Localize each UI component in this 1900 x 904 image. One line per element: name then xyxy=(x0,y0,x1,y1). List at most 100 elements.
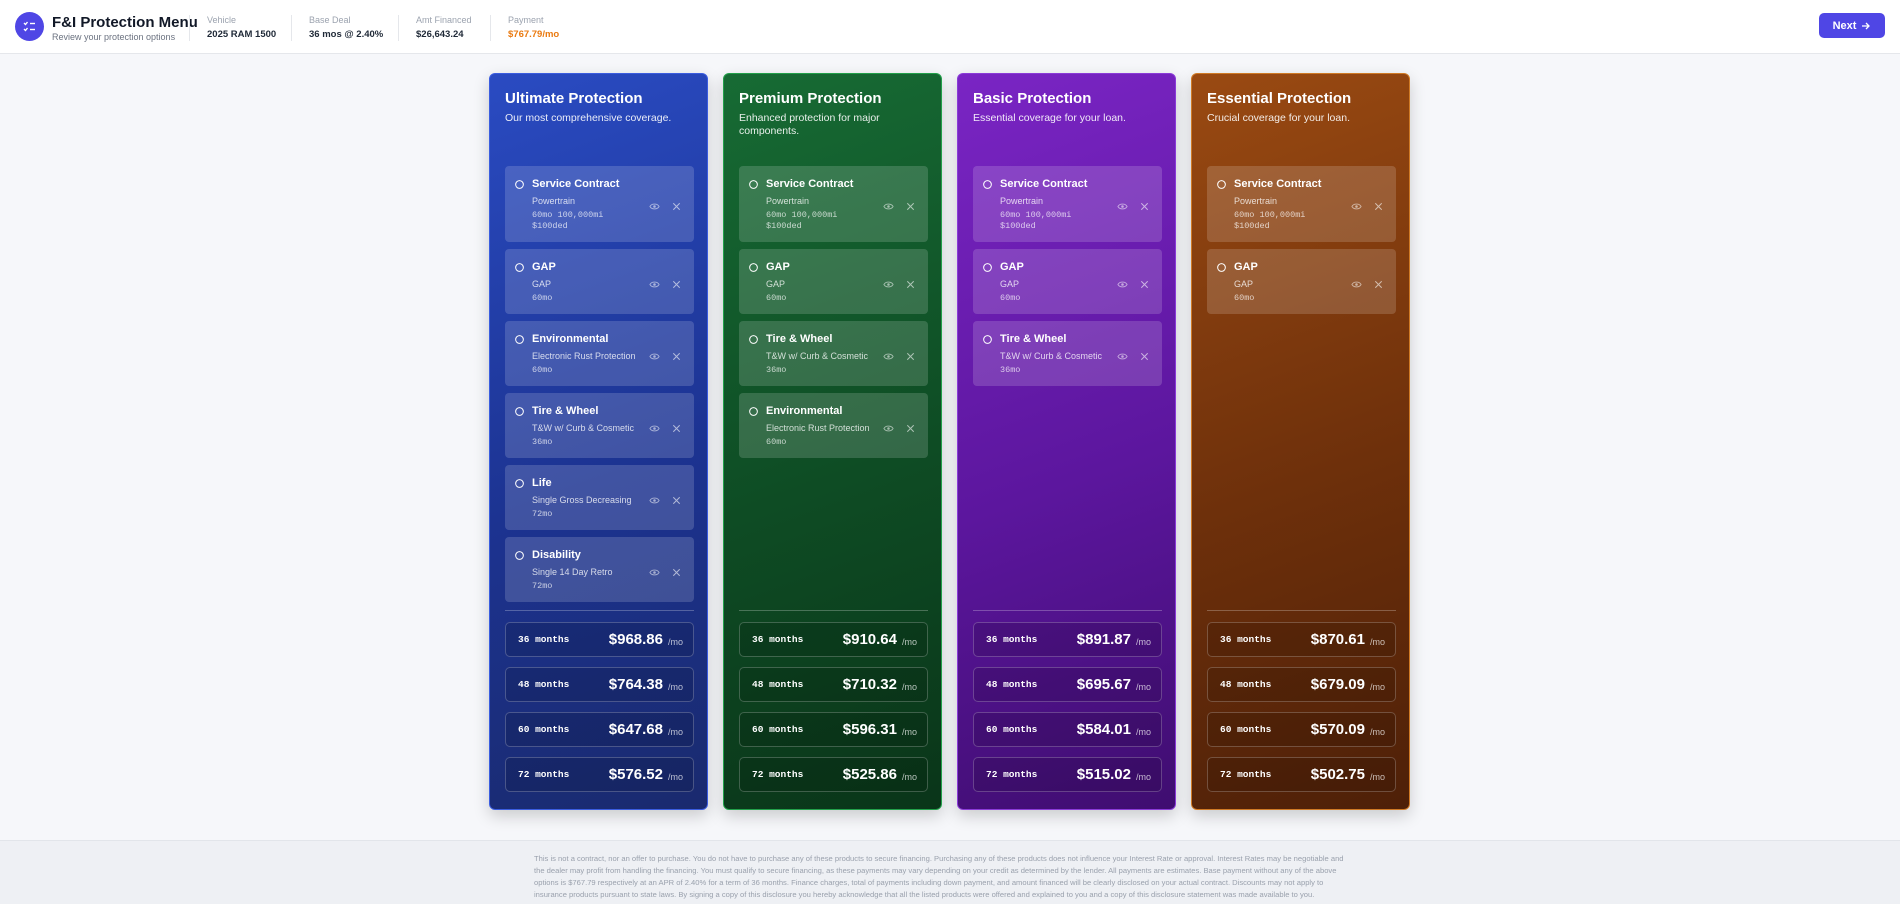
product-name: Tire & Wheel xyxy=(1000,333,1067,345)
view-button[interactable] xyxy=(649,493,660,511)
remove-button[interactable] xyxy=(1139,349,1150,367)
payment-option[interactable]: 48 months $695.67/mo xyxy=(973,667,1162,702)
view-button-svg xyxy=(649,497,660,503)
view-button[interactable] xyxy=(1351,199,1362,217)
remove-button[interactable] xyxy=(905,199,916,217)
info-label: Vehicle xyxy=(207,15,237,25)
remove-button[interactable] xyxy=(905,349,916,367)
remove-button[interactable] xyxy=(671,199,682,217)
product-icon-svg xyxy=(515,479,524,488)
remove-button[interactable] xyxy=(1373,277,1384,295)
remove-button[interactable] xyxy=(671,565,682,583)
remove-button[interactable] xyxy=(1139,199,1150,217)
view-button[interactable] xyxy=(883,421,894,439)
product-name: Service Contract xyxy=(766,178,854,190)
product-name: Tire & Wheel xyxy=(532,405,599,417)
package-title: Ultimate Protection xyxy=(505,90,643,107)
view-button-svg xyxy=(649,281,660,287)
remove-button[interactable] xyxy=(905,421,916,439)
payment-amount: $695.67 xyxy=(1076,676,1131,693)
remove-button[interactable] xyxy=(1373,199,1384,217)
view-button[interactable] xyxy=(883,277,894,295)
product-item: Service Contract Powertrain 60mo 100,000mi… xyxy=(973,166,1162,242)
package-title: Basic Protection xyxy=(973,90,1092,107)
info-value: $26,643.24 xyxy=(416,29,464,40)
package-card: Premium Protection Enhanced protection fo… xyxy=(723,73,942,810)
product-item: GAP GAP 60mo xyxy=(1207,249,1396,314)
payment-option[interactable]: 72 months $515.02/mo xyxy=(973,757,1162,792)
payment-unit: /mo xyxy=(901,637,917,647)
payment-option[interactable]: 72 months $502.75/mo xyxy=(1207,757,1396,792)
product-icon xyxy=(514,404,525,422)
product-plan: Single 14 Day Retro xyxy=(532,567,613,577)
view-button[interactable] xyxy=(649,421,660,439)
product-plan: GAP xyxy=(766,279,786,289)
payment-amount: $910.64 xyxy=(842,631,897,648)
product-name: Environmental xyxy=(532,333,609,345)
payment-option[interactable]: 48 months $764.38/mo xyxy=(505,667,694,702)
view-button[interactable] xyxy=(649,277,660,295)
view-button-svg xyxy=(649,569,660,575)
remove-button[interactable] xyxy=(905,277,916,295)
remove-button-svg xyxy=(906,352,915,360)
remove-button[interactable] xyxy=(1139,277,1150,295)
view-button[interactable] xyxy=(649,565,660,583)
product-icon-svg xyxy=(983,335,992,344)
view-button[interactable] xyxy=(1117,349,1128,367)
remove-button[interactable] xyxy=(671,277,682,295)
payment-term: 48 months xyxy=(518,679,570,690)
remove-button[interactable] xyxy=(671,349,682,367)
payment-option[interactable]: 36 months $870.61/mo xyxy=(1207,622,1396,657)
payment-option[interactable]: 60 months $647.68/mo xyxy=(505,712,694,747)
view-button[interactable] xyxy=(649,199,660,217)
product-icon-svg xyxy=(515,180,524,189)
product-item: Service Contract Powertrain 60mo 100,000mi… xyxy=(1207,166,1396,242)
payment-amount: $525.86 xyxy=(842,766,897,783)
view-button[interactable] xyxy=(1117,277,1128,295)
payment-option[interactable]: 36 months $910.64/mo xyxy=(739,622,928,657)
view-button[interactable] xyxy=(883,349,894,367)
remove-button[interactable] xyxy=(671,493,682,511)
product-item: Service Contract Powertrain 60mo 100,000mi… xyxy=(505,166,694,242)
next-button[interactable]: Next xyxy=(1819,13,1885,38)
product-icon-svg xyxy=(983,263,992,272)
view-button[interactable] xyxy=(649,349,660,367)
payment-unit: /mo xyxy=(1135,682,1151,692)
next-label[interactable]: Next xyxy=(1832,19,1857,32)
payment-option[interactable]: 36 months $891.87/mo xyxy=(973,622,1162,657)
remove-button-svg xyxy=(906,424,915,432)
logo-icon xyxy=(23,21,35,32)
remove-button-svg xyxy=(672,424,681,432)
product-item: Tire & Wheel T&W w/ Curb & Cosmetic 36mo xyxy=(505,393,694,458)
payment-option[interactable]: 36 months $968.86/mo xyxy=(505,622,694,657)
payment-unit: /mo xyxy=(667,682,683,692)
payment-option[interactable]: 72 months $576.52/mo xyxy=(505,757,694,792)
remove-button[interactable] xyxy=(671,421,682,439)
view-button-svg xyxy=(649,203,660,210)
product-plan: Powertrain xyxy=(532,196,576,206)
header-info: Vehicle 2025 RAM 1500 xyxy=(189,15,276,41)
product-plan: Powertrain xyxy=(766,196,810,206)
payment-option[interactable]: 72 months $525.86/mo xyxy=(739,757,928,792)
payment-option[interactable]: 60 months $570.09/mo xyxy=(1207,712,1396,747)
product-detail: 60mo xyxy=(532,365,553,375)
product-name: Life xyxy=(532,477,552,489)
package-subtitle: Crucial coverage for your loan. xyxy=(1207,112,1350,124)
payment-amount: $570.09 xyxy=(1310,721,1365,738)
product-detail: 60mo xyxy=(766,293,787,303)
payment-amount: $764.38 xyxy=(608,676,663,693)
view-button[interactable] xyxy=(1351,277,1362,295)
payment-option[interactable]: 60 months $596.31/mo xyxy=(739,712,928,747)
product-icon-svg xyxy=(1217,180,1226,189)
product-icon xyxy=(514,260,525,278)
logo xyxy=(15,12,44,41)
view-button[interactable] xyxy=(1117,199,1128,217)
payment-term: 72 months xyxy=(986,769,1038,780)
product-plan: T&W w/ Curb & Cosmetic xyxy=(766,351,869,361)
view-button-svg xyxy=(1351,281,1362,287)
payment-option[interactable]: 60 months $584.01/mo xyxy=(973,712,1162,747)
info-value: 36 mos @ 2.40% xyxy=(309,29,384,40)
view-button[interactable] xyxy=(883,199,894,217)
payment-option[interactable]: 48 months $679.09/mo xyxy=(1207,667,1396,702)
payment-option[interactable]: 48 months $710.32/mo xyxy=(739,667,928,702)
